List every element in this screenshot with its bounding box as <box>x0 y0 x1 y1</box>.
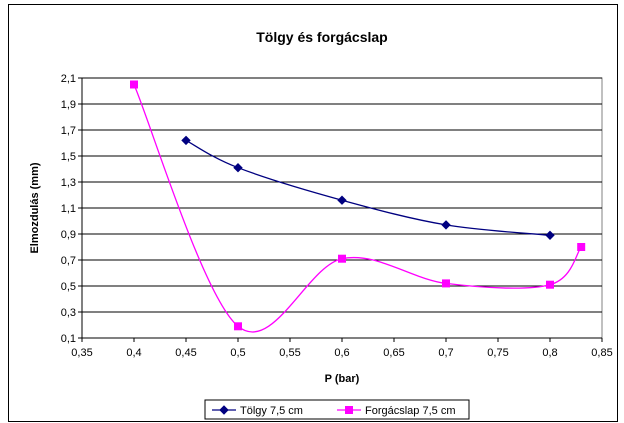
data-point <box>130 80 138 89</box>
x-tick-label: 0,6 <box>334 347 349 359</box>
x-tick-label: 0,7 <box>438 347 453 359</box>
legend-item: Tölgy 7,5 cm <box>212 405 303 417</box>
x-tick-label: 0,85 <box>591 347 612 359</box>
x-tick-label: 0,65 <box>383 347 404 359</box>
series-1 <box>181 135 555 241</box>
data-point <box>577 243 586 251</box>
x-tick-label: 0,4 <box>126 347 141 359</box>
data-point <box>233 162 243 173</box>
y-tick-label: 0,5 <box>61 281 76 293</box>
data-point <box>441 220 451 230</box>
y-tick-labels: 0,1 0,3 0,5 0,7 0,9 1,1 1,3 1,5 1,7 1,9 2,1 <box>61 73 76 345</box>
series-layer <box>130 80 586 333</box>
x-tick-labels: 0,35 0,4 0,45 0,5 0,55 0,6 0,65 0,7 0,75 0,8 0,85 <box>71 347 612 359</box>
chart-title: Tölgy és forgácslap <box>256 29 387 45</box>
y-tick-label: 1,3 <box>61 177 76 189</box>
legend-marker <box>345 406 353 414</box>
legend: Tölgy 7,5 cm Forgácslap 7,5 cm <box>204 399 470 420</box>
data-point <box>442 279 450 288</box>
y-tick-label: 1,1 <box>61 203 76 215</box>
y-tick-label: 1,5 <box>61 151 76 163</box>
y-tick-label: 1,9 <box>61 99 76 111</box>
data-point <box>546 280 554 289</box>
x-axis-title: P (bar) <box>325 373 360 385</box>
series-line <box>185 139 551 236</box>
x-tick-label: 0,8 <box>542 347 557 359</box>
gridlines <box>78 77 603 342</box>
data-point <box>337 195 347 205</box>
x-tick-label: 0,75 <box>487 347 508 359</box>
y-axis-title: Elmozdulás (mm) <box>29 162 41 253</box>
y-tick-label: 1,7 <box>61 125 76 137</box>
x-tick-label: 0,55 <box>279 347 300 359</box>
y-tick-label: 2,1 <box>61 73 76 85</box>
axes <box>81 78 602 339</box>
data-point <box>338 254 346 263</box>
data-point <box>181 135 191 146</box>
x-tick-label: 0,35 <box>71 347 92 359</box>
y-tick-label: 0,7 <box>61 255 76 267</box>
x-tick-label: 0,45 <box>175 347 196 359</box>
legend-item: Forgácslap 7,5 cm <box>337 405 455 417</box>
x-tick-label: 0,5 <box>230 347 245 359</box>
legend-marker <box>219 405 229 415</box>
y-tick-label: 0,1 <box>61 333 76 345</box>
y-tick-label: 0,9 <box>61 229 76 241</box>
y-tick-label: 0,3 <box>61 307 76 319</box>
data-point <box>545 230 555 241</box>
legend-label: Forgácslap 7,5 cm <box>365 405 455 417</box>
data-point <box>234 322 242 331</box>
legend-label: Tölgy 7,5 cm <box>240 405 303 417</box>
series-2 <box>130 80 586 333</box>
